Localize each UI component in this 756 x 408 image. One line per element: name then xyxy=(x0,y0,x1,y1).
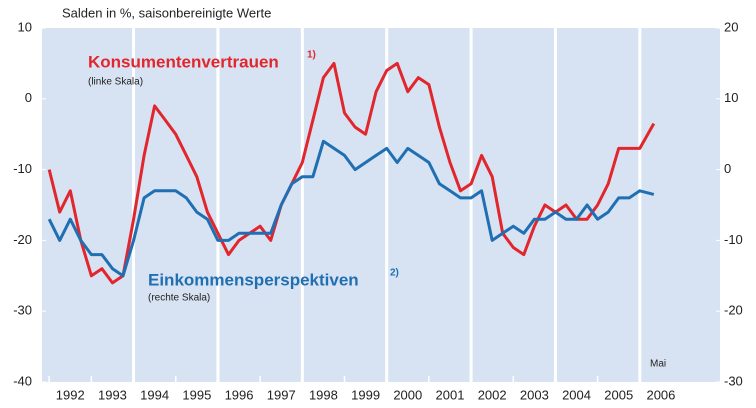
x-tick-label: 1998 xyxy=(309,387,338,402)
series-line xyxy=(47,139,655,278)
x-tick-label: 2006 xyxy=(646,387,675,402)
x-tick-label: 1995 xyxy=(182,387,211,402)
y2-tick-label: -30 xyxy=(724,373,743,388)
x-tick-label: 2005 xyxy=(604,387,633,402)
y-tick-label: 0 xyxy=(25,90,32,105)
series-label: Konsumentenvertrauen xyxy=(88,52,279,71)
series-scale: (rechte Skala) xyxy=(148,293,210,304)
y2-tick-label: 20 xyxy=(724,19,738,34)
x-tick-label: 2003 xyxy=(520,387,549,402)
x-tick-label: 1993 xyxy=(98,387,127,402)
x-tick-label: 2000 xyxy=(393,387,422,402)
y-tick-label: -20 xyxy=(13,232,32,247)
x-tick-label: 2002 xyxy=(478,387,507,402)
y2-tick-label: 10 xyxy=(724,90,738,105)
y-tick-label: -30 xyxy=(13,303,32,318)
y2-tick-label: 0 xyxy=(724,161,731,176)
x-tick-label: 2004 xyxy=(562,387,591,402)
x-tick-label: 1994 xyxy=(140,387,169,402)
x-tick-label: 1997 xyxy=(267,387,296,402)
chart-title: Salden in %, saisonbereinigte Werte xyxy=(62,5,271,20)
y-tick-label: -10 xyxy=(13,161,32,176)
x-tick-label: 1996 xyxy=(225,387,254,402)
x-tick-label: 2001 xyxy=(436,387,465,402)
series-note: 1) xyxy=(307,50,316,61)
series-note: 2) xyxy=(390,268,399,279)
x-tick-label: 1999 xyxy=(351,387,380,402)
y-tick-label: 10 xyxy=(18,19,32,34)
annotation: Mai xyxy=(650,359,666,370)
y2-tick-label: -10 xyxy=(724,232,743,247)
series-scale: (linke Skala) xyxy=(88,77,143,88)
y-tick-label: -40 xyxy=(13,373,32,388)
plot-area xyxy=(42,28,720,382)
x-tick-label: 1992 xyxy=(56,387,85,402)
series-label: Einkommensperspektiven xyxy=(148,270,359,289)
series-line xyxy=(47,61,656,285)
y2-tick-label: -20 xyxy=(724,303,743,318)
